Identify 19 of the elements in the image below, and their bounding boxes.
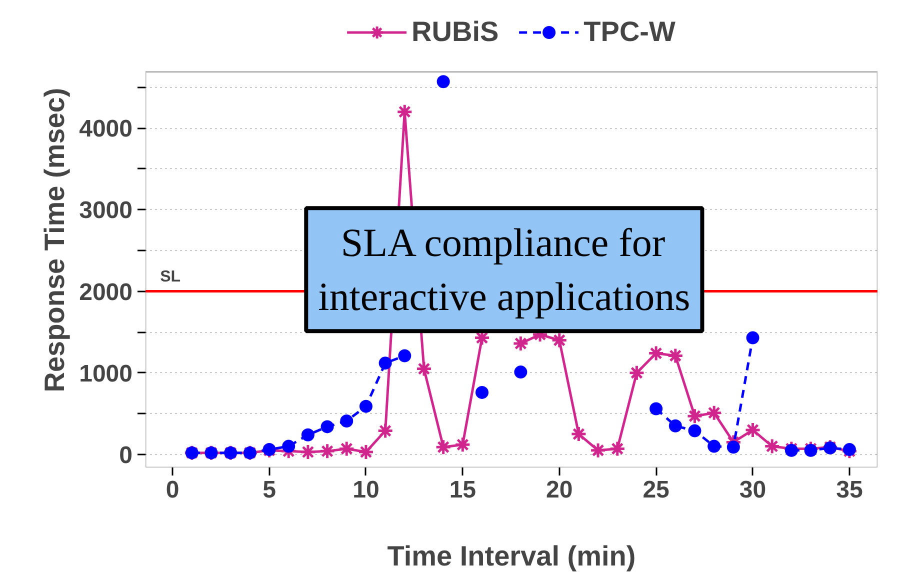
y-tick-label: 4000 bbox=[79, 116, 132, 143]
legend-label: RUBiS bbox=[412, 16, 499, 48]
annotation: SLA compliance for interactive applications bbox=[318, 220, 690, 320]
x-tick-label: 20 bbox=[546, 476, 573, 504]
x-axis-title: Time Interval (min) bbox=[387, 540, 636, 572]
x-tick-label: 0 bbox=[166, 476, 180, 504]
y-tick-label: 1000 bbox=[79, 360, 132, 388]
y-axis-title: Response Time (msec) bbox=[39, 88, 70, 392]
x-tick-label: 30 bbox=[739, 476, 766, 504]
y-tick-label: 2000 bbox=[79, 278, 132, 306]
x-tick-label: 35 bbox=[836, 476, 863, 504]
x-tick-label: 10 bbox=[352, 476, 380, 504]
x-tick-label: 25 bbox=[642, 476, 670, 504]
ref-line-label: SL bbox=[160, 268, 181, 286]
legend-label: TPC-W bbox=[584, 16, 676, 48]
y-tick-label: 3000 bbox=[79, 197, 132, 224]
x-tick-label: 5 bbox=[262, 476, 276, 504]
y-tick-label: 0 bbox=[119, 442, 133, 469]
x-tick-label: 15 bbox=[449, 476, 476, 504]
